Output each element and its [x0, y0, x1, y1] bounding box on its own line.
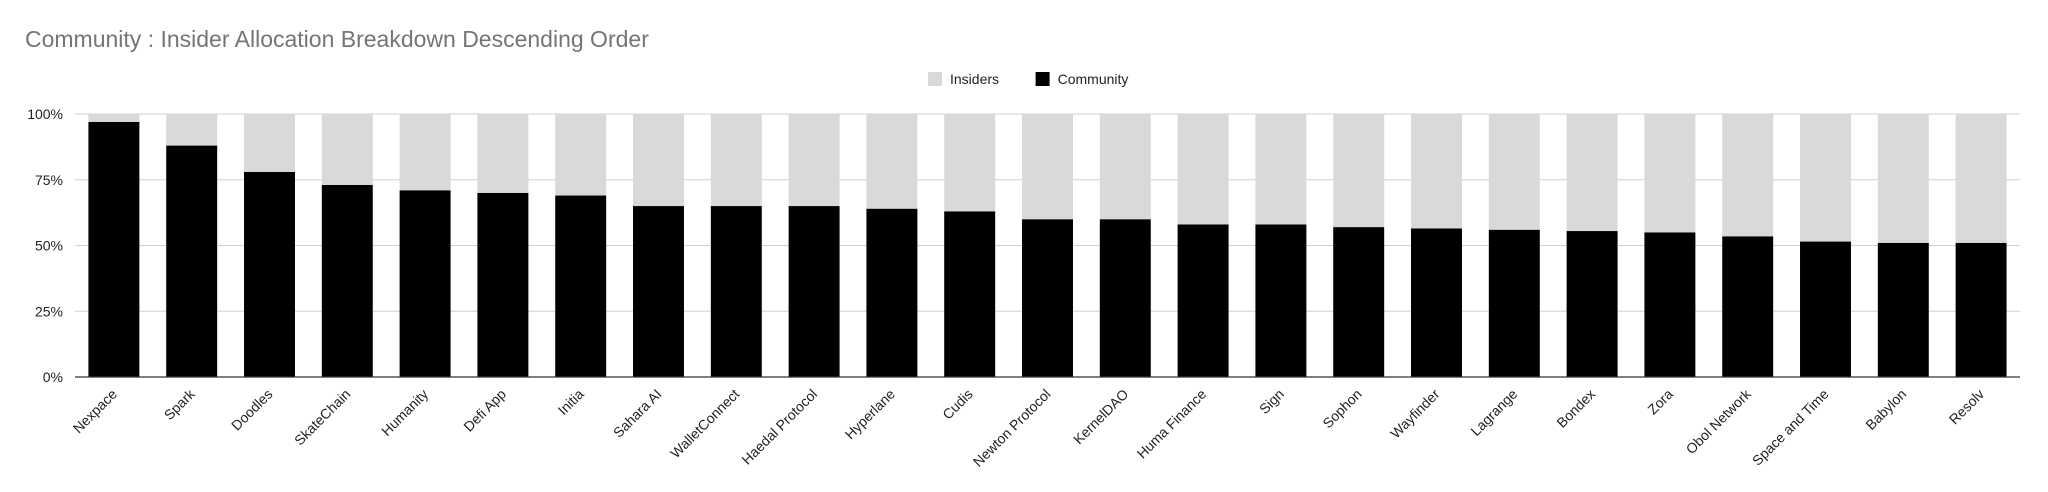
bar-insiders-bondex	[1566, 114, 1618, 232]
bar-insiders-newton-protocol	[1022, 114, 1073, 220]
x-tick-label: Cudis	[939, 386, 976, 423]
bar-insiders-initia	[555, 114, 607, 196]
bar-insiders-haedal-protocol	[788, 114, 840, 207]
x-tick-label: WalletConnect	[667, 386, 742, 461]
bar-insiders-humanity	[399, 114, 451, 191]
bar-insiders-nexpace	[88, 114, 140, 122]
x-tick-label: Doodles	[228, 386, 276, 434]
x-tick-label: Space and Time	[1749, 386, 1832, 469]
bar-community-defi-app	[477, 192, 529, 377]
x-axis: Nexpace Spark Doodles SkateChain Humanity Def…	[70, 376, 2020, 470]
bar-community-newton-protocol	[1022, 219, 1073, 377]
bar-insiders-zora	[1644, 114, 1696, 233]
bar-community-humanity	[399, 190, 451, 377]
bar-community-nexpace	[88, 121, 140, 377]
bar-community-bondex	[1566, 231, 1618, 377]
x-tick-label: Huma Finance	[1134, 386, 1210, 462]
legend-label-insiders: Insiders	[950, 71, 999, 87]
x-tick-label: KernelDAO	[1070, 386, 1131, 447]
chart-title: Community : Insider Allocation Breakdown…	[25, 26, 649, 52]
legend-swatch-insiders	[928, 72, 942, 86]
bar-community-initia	[555, 195, 607, 377]
y-axis: 0% 25% 50% 75% 100%	[27, 106, 63, 385]
x-tick-label: Humanity	[378, 386, 431, 439]
bar-insiders-resolv	[1955, 114, 2007, 243]
bar-community-cudis	[944, 211, 996, 377]
x-tick-label: Initia	[555, 386, 587, 418]
bar-insiders-hyperlane	[866, 114, 918, 209]
bar-community-spark	[166, 145, 218, 377]
x-tick-label: Hyperlane	[842, 386, 899, 443]
x-tick-label: Newton Protocol	[970, 386, 1054, 470]
y-tick-label: 25%	[35, 303, 63, 319]
y-tick-label: 100%	[27, 106, 63, 122]
bar-community-walletconnect	[710, 206, 762, 377]
bar-community-hyperlane	[866, 208, 918, 377]
bar-community-haedal-protocol	[788, 206, 840, 377]
bar-community-lagrange	[1488, 229, 1540, 377]
bar-community-wayfinder	[1411, 228, 1462, 377]
bar-insiders-sign	[1255, 114, 1307, 225]
bar-community-obol-network	[1722, 236, 1774, 377]
x-tick-label: Obol Network	[1683, 385, 1755, 457]
bar-community-sign	[1255, 224, 1307, 377]
bar-insiders-wayfinder	[1411, 114, 1462, 229]
bar-insiders-sahara-ai	[633, 114, 684, 207]
bar-insiders-kerneldao	[1099, 114, 1151, 220]
bar-community-resolv	[1955, 242, 2007, 377]
legend-label-community: Community	[1058, 71, 1129, 87]
bar-insiders-sophon	[1333, 114, 1385, 228]
bar-insiders-walletconnect	[710, 114, 762, 207]
x-tick-label: Nexpace	[70, 386, 121, 437]
legend: Insiders Community	[928, 71, 1128, 87]
x-tick-label: SkateChain	[291, 386, 354, 449]
x-tick-label: Sophon	[1319, 386, 1364, 431]
bar-insiders-obol-network	[1722, 114, 1774, 237]
bar-community-sophon	[1333, 227, 1385, 377]
bar-insiders-cudis	[944, 114, 996, 212]
bar-insiders-lagrange	[1488, 114, 1540, 230]
x-tick-label: Bondex	[1553, 386, 1598, 431]
bar-community-huma-finance	[1177, 224, 1229, 377]
legend-swatch-community	[1035, 72, 1050, 86]
x-tick-label: Zora	[1644, 386, 1676, 418]
bar-insiders-babylon	[1877, 114, 1929, 243]
x-tick-label: Haedal Protocol	[738, 386, 820, 468]
bar-insiders-spark	[166, 114, 218, 146]
x-tick-label: Spark	[161, 385, 199, 423]
x-tick-label: Wayfinder	[1387, 386, 1443, 442]
x-tick-label: Sahara AI	[610, 386, 665, 441]
bar-insiders-huma-finance	[1177, 114, 1229, 225]
x-tick-label: Lagrange	[1467, 386, 1520, 439]
bar-community-skatechain	[321, 185, 373, 377]
y-tick-label: 75%	[35, 172, 63, 188]
bar-community-doodles	[244, 171, 295, 377]
bar-community-babylon	[1877, 242, 1929, 377]
x-tick-label: Defi App	[460, 386, 509, 435]
bar-insiders-space-and-time	[1800, 114, 1851, 242]
bar-community-sahara-ai	[633, 206, 684, 377]
bar-community-kerneldao	[1099, 219, 1151, 377]
y-tick-label: 50%	[35, 238, 63, 254]
bars-group	[88, 114, 2007, 377]
bar-community-space-and-time	[1800, 241, 1851, 377]
x-tick-label: Resolv	[1946, 386, 1988, 428]
bar-insiders-skatechain	[321, 114, 373, 186]
x-tick-label: Babylon	[1862, 386, 1909, 433]
bar-community-zora	[1644, 232, 1696, 377]
x-tick-label: Sign	[1256, 386, 1287, 417]
bar-insiders-doodles	[244, 114, 295, 172]
y-tick-label: 0%	[43, 369, 63, 385]
bar-insiders-defi-app	[477, 114, 529, 193]
